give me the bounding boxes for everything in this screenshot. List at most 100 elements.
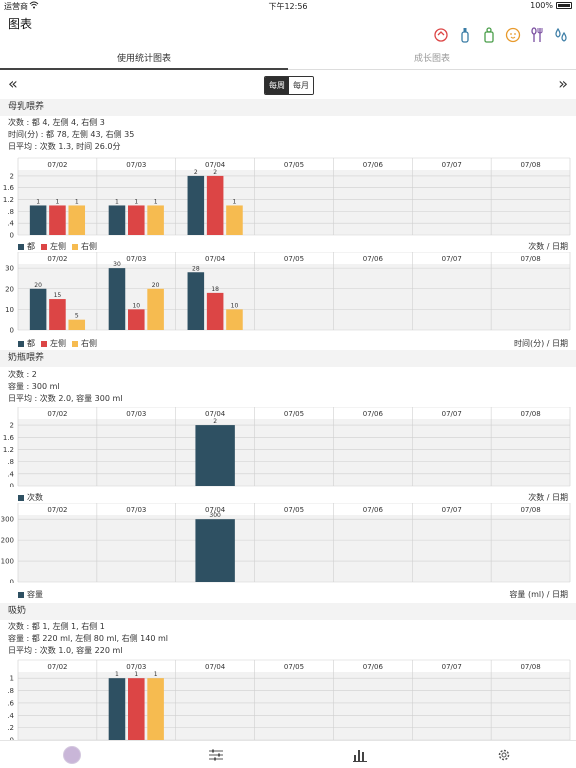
x-tick-label: 07/05 xyxy=(284,506,304,514)
y-tick-label: 1.6 xyxy=(3,184,15,192)
monthly-button[interactable]: 每月 xyxy=(289,77,313,94)
x-tick-label: 07/04 xyxy=(205,161,226,169)
x-tick-label: 07/03 xyxy=(126,161,146,169)
status-bar: 运营商 下午12:56 100% xyxy=(0,0,576,12)
settings-sliders-tab[interactable] xyxy=(206,745,226,765)
breastfeeding-time-chart: 0 10 20 30 07/02 07/03 07/04 07/05 07/06 07/07 07/… xyxy=(0,251,576,338)
x-tick-label: 07/04 xyxy=(205,410,226,418)
data-label: 20 xyxy=(152,282,160,289)
bar xyxy=(226,309,243,330)
y-tick-label: 200 xyxy=(1,537,14,545)
pump-icon[interactable] xyxy=(480,26,498,44)
previous-period-button[interactable]: « xyxy=(8,74,18,93)
x-tick-label: 07/05 xyxy=(284,663,304,671)
care-icon[interactable] xyxy=(432,26,450,44)
bar xyxy=(195,425,235,486)
next-period-button[interactable]: » xyxy=(558,74,568,93)
y-tick-label: 300 xyxy=(1,516,14,524)
breastfeeding-section-title: 母乳喂养 xyxy=(0,99,576,116)
status-time: 下午12:56 xyxy=(268,2,308,11)
data-label: 30 xyxy=(113,261,121,268)
bar xyxy=(68,205,86,235)
tab-usage-charts[interactable]: 使用统计图表 xyxy=(0,49,288,70)
x-tick-label: 07/08 xyxy=(520,410,540,418)
x-tick-label: 07/05 xyxy=(284,410,304,418)
chart-svg: 0 10 20 30 07/02 07/03 07/04 07/05 07/06 07/07 07/… xyxy=(5,251,571,335)
legend-all: 都 xyxy=(27,242,35,251)
bar xyxy=(226,205,243,235)
breastfeeding-count-legend: 都 左侧 右侧 xyxy=(18,241,97,252)
y-tick-label: .6 xyxy=(7,699,14,707)
y-tick-label: 0 xyxy=(10,232,14,240)
x-tick-label: 07/04 xyxy=(205,255,226,263)
y-tick-label: .8 xyxy=(7,458,14,466)
x-tick-label: 07/06 xyxy=(363,663,384,671)
bar-chart-icon xyxy=(353,750,367,762)
x-tick-label: 07/07 xyxy=(442,161,462,169)
data-label: 2 xyxy=(213,418,217,425)
breastfeeding-count-chart: 0 .4 .8 1.2 1.6 2 07/02 07/03 07/04 07/05 07/06 07/… xyxy=(0,156,576,244)
bottle-icon[interactable] xyxy=(456,26,474,44)
breastfeeding-time-summary: 时间(分) : 都 78, 左侧 43, 右侧 35 xyxy=(8,130,135,139)
data-label: 1 xyxy=(134,198,138,205)
breastfeeding-count-unit: 次数 / 日期 xyxy=(528,242,568,251)
x-tick-label: 07/02 xyxy=(47,663,67,671)
settings-tab[interactable] xyxy=(494,745,514,765)
legend-count: 次数 xyxy=(27,493,43,502)
carrier-label: 运营商 xyxy=(4,2,28,11)
y-tick-label: 100 xyxy=(1,558,14,566)
data-label: 1 xyxy=(154,671,158,678)
bottle-daily-average: 日平均 : 次数 2.0, 容量 300 ml xyxy=(8,394,123,403)
x-tick-label: 07/08 xyxy=(520,255,540,263)
y-tick-label: 2 xyxy=(10,172,14,180)
avatar xyxy=(63,746,81,764)
y-tick-label: .4 xyxy=(7,470,14,478)
utensils-icon[interactable] xyxy=(528,26,546,44)
bar xyxy=(49,299,66,330)
y-tick-label: 0 xyxy=(10,327,14,335)
plot-area xyxy=(18,515,570,582)
bar xyxy=(49,205,66,235)
x-tick-label: 07/03 xyxy=(126,410,146,418)
y-tick-label: 1.2 xyxy=(3,446,14,454)
y-tick-label: .2 xyxy=(7,724,14,732)
x-tick-label: 07/07 xyxy=(442,255,462,263)
data-label: 1 xyxy=(115,671,119,678)
breastfeeding-time-legend: 都 左侧 右侧 xyxy=(18,338,97,349)
bar xyxy=(187,272,205,330)
x-tick-label: 07/07 xyxy=(442,663,462,671)
x-tick-label: 07/03 xyxy=(126,255,146,263)
bottle-count-legend: 次数 xyxy=(18,492,43,503)
pump-daily-average: 日平均 : 次数 1.0, 容量 220 ml xyxy=(8,646,123,655)
data-label: 10 xyxy=(132,302,140,309)
legend-right: 右侧 xyxy=(81,339,97,348)
x-tick-label: 07/08 xyxy=(520,506,540,514)
category-icon-bar xyxy=(432,26,570,44)
data-label: 1 xyxy=(115,198,119,205)
bottle-section-title: 奶瓶喂养 xyxy=(0,350,576,367)
breastfeeding-daily-average: 日平均 : 次数 1.3, 时间 26.0分 xyxy=(8,142,121,151)
gear-icon xyxy=(498,749,510,761)
plot-area xyxy=(18,170,570,235)
x-tick-label: 07/06 xyxy=(363,410,384,418)
plot-area xyxy=(18,419,570,486)
x-tick-label: 07/02 xyxy=(47,506,67,514)
battery-percent: 100% xyxy=(530,1,553,10)
x-tick-label: 07/06 xyxy=(363,506,384,514)
legend-left: 左侧 xyxy=(50,339,66,348)
profile-tab[interactable] xyxy=(62,745,82,765)
drops-icon[interactable] xyxy=(552,26,570,44)
tab-growth-charts[interactable]: 成长图表 xyxy=(413,54,450,64)
y-tick-label: 0 xyxy=(10,579,14,584)
y-tick-label: 1 xyxy=(10,675,14,683)
data-label: 1 xyxy=(36,198,40,205)
data-label: 2 xyxy=(213,169,217,176)
bar xyxy=(108,268,126,330)
bar xyxy=(206,175,224,235)
charts-tab[interactable] xyxy=(350,745,370,765)
bar xyxy=(206,292,224,330)
baby-face-icon[interactable] xyxy=(504,26,522,44)
weekly-button[interactable]: 每周 xyxy=(265,77,289,94)
x-tick-label: 07/07 xyxy=(442,410,462,418)
bar xyxy=(128,205,145,235)
